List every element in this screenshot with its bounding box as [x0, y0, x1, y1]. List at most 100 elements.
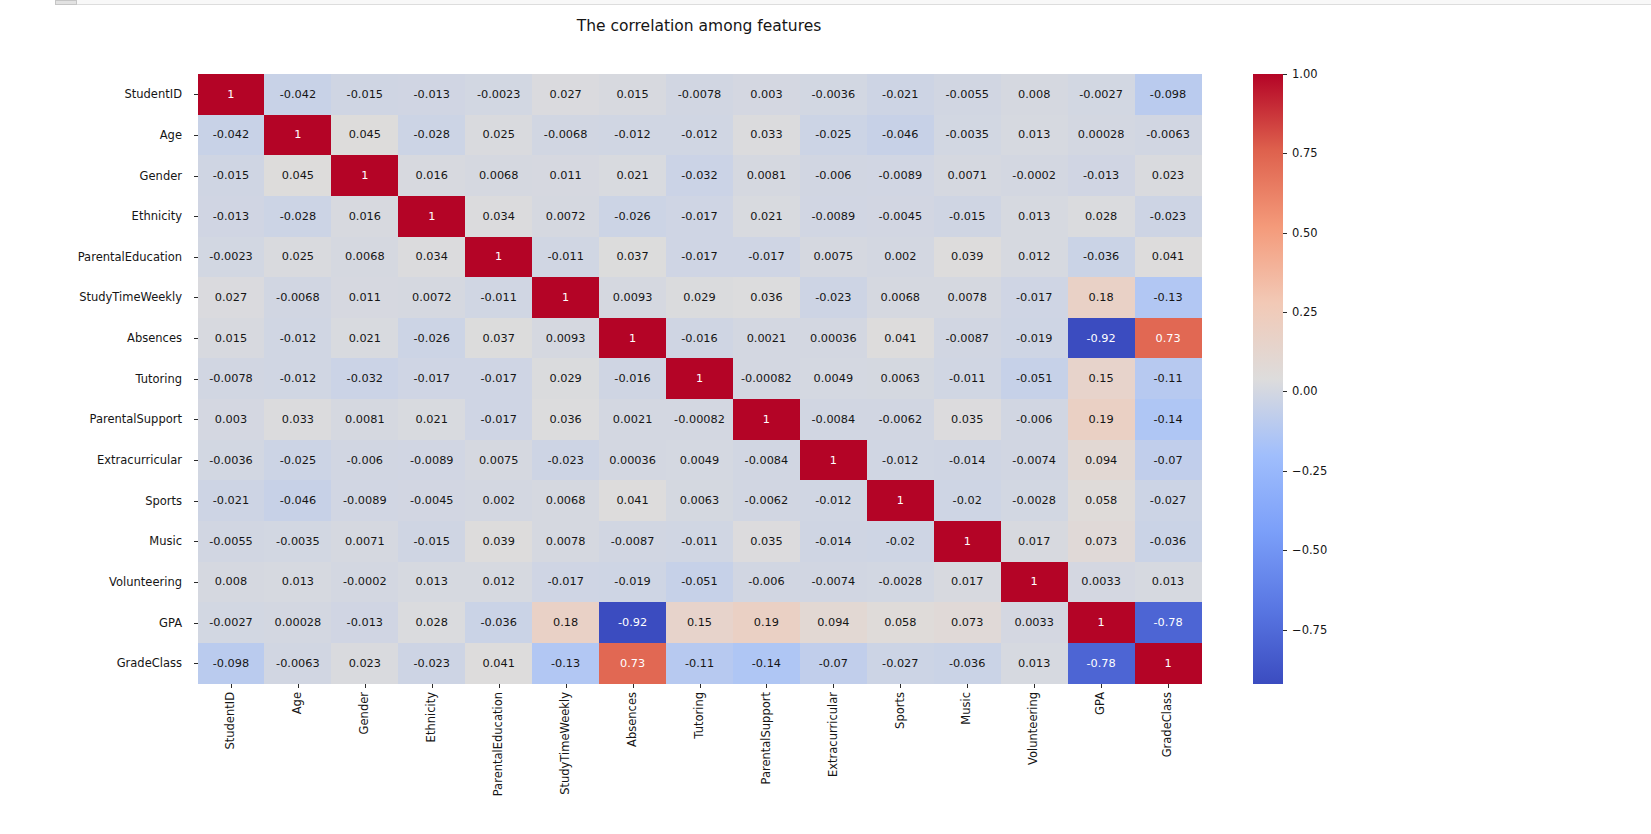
y-tick-mark	[194, 419, 198, 420]
y-tick-label-Music: Music	[0, 521, 190, 562]
x-tick-label-Music: Music	[934, 692, 1001, 834]
horizontal-scrollbar-track[interactable]	[55, 0, 1651, 5]
heatmap-cell-GPA-Age: 0.00028	[264, 602, 331, 643]
heatmap-cell-GradeClass-ParentalEducation: 0.041	[465, 643, 532, 684]
heatmap-cell-Sports-Age: -0.046	[264, 480, 331, 521]
heatmap-cell-ParentalEducation-Sports: 0.002	[867, 237, 934, 278]
heatmap-cell-Sports-GradeClass: -0.027	[1135, 480, 1202, 521]
heatmap-cell-Volunteering-Age: 0.013	[264, 562, 331, 603]
heatmap-cell-Gender-Music: 0.0071	[934, 155, 1001, 196]
x-tick-mark	[967, 684, 968, 688]
colorbar-tick-label: 0.00	[1292, 384, 1318, 398]
x-tick-mark	[231, 684, 232, 688]
heatmap-cell-Tutoring-ParentalEducation: -0.017	[465, 358, 532, 399]
colorbar-tick-mark	[1283, 550, 1287, 551]
heatmap-cell-Sports-Ethnicity: -0.0045	[398, 480, 465, 521]
heatmap-cell-Volunteering-Extracurricular: -0.0074	[800, 562, 867, 603]
heatmap-cell-Absences-StudyTimeWeekly: 0.0093	[532, 318, 599, 359]
y-tick-label-Absences: Absences	[0, 318, 190, 359]
heatmap-cell-StudentID-Absences: 0.015	[599, 74, 666, 115]
heatmap-cell-Extracurricular-Volunteering: -0.0074	[1001, 440, 1068, 481]
horizontal-scrollbar-thumb[interactable]	[55, 0, 77, 5]
heatmap-cell-GPA-Absences: -0.92	[599, 602, 666, 643]
heatmap-cell-Age-Absences: -0.012	[599, 115, 666, 156]
y-tick-label-StudyTimeWeekly: StudyTimeWeekly	[0, 277, 190, 318]
heatmap-cell-Absences-StudentID: 0.015	[198, 318, 265, 359]
heatmap-cell-Ethnicity-Extracurricular: -0.0089	[800, 196, 867, 237]
x-tick-label-ParentalSupport: ParentalSupport	[733, 692, 800, 834]
heatmap-cell-StudyTimeWeekly-Music: 0.0078	[934, 277, 1001, 318]
heatmap-cell-GradeClass-Volunteering: 0.013	[1001, 643, 1068, 684]
heatmap-cell-GradeClass-StudyTimeWeekly: -0.13	[532, 643, 599, 684]
heatmap-cell-Volunteering-Tutoring: -0.051	[666, 562, 733, 603]
heatmap-cell-StudyTimeWeekly-ParentalSupport: 0.036	[733, 277, 800, 318]
heatmap-cell-GradeClass-Ethnicity: -0.023	[398, 643, 465, 684]
figure-canvas: The correlation among features 1-0.042-0…	[0, 0, 1651, 834]
heatmap-cell-ParentalSupport-Music: 0.035	[934, 399, 1001, 440]
heatmap-cell-Sports-Tutoring: 0.0063	[666, 480, 733, 521]
heatmap-cell-Ethnicity-Gender: 0.016	[331, 196, 398, 237]
heatmap-cell-Tutoring-Music: -0.011	[934, 358, 1001, 399]
heatmap-cell-StudyTimeWeekly-Tutoring: 0.029	[666, 277, 733, 318]
heatmap-cell-Music-Music: 1	[934, 521, 1001, 562]
heatmap-cell-Gender-Volunteering: -0.0002	[1001, 155, 1068, 196]
heatmap-cell-Age-StudentID: -0.042	[198, 115, 265, 156]
heatmap-cell-Music-GPA: 0.073	[1068, 521, 1135, 562]
heatmap-cell-GPA-Ethnicity: 0.028	[398, 602, 465, 643]
heatmap-cell-Volunteering-Music: 0.017	[934, 562, 1001, 603]
heatmap-cell-Ethnicity-ParentalSupport: 0.021	[733, 196, 800, 237]
heatmap-cell-Music-Sports: -0.02	[867, 521, 934, 562]
y-tick-label-ParentalEducation: ParentalEducation	[0, 237, 190, 278]
heatmap-cell-Extracurricular-GradeClass: -0.07	[1135, 440, 1202, 481]
heatmap-cell-Tutoring-Absences: -0.016	[599, 358, 666, 399]
x-tick-label-Age: Age	[264, 692, 331, 834]
heatmap-cell-Ethnicity-Age: -0.028	[264, 196, 331, 237]
heatmap-cell-Extracurricular-ParentalEducation: 0.0075	[465, 440, 532, 481]
x-tick-mark	[1034, 684, 1035, 688]
colorbar	[1253, 74, 1283, 684]
heatmap-cell-ParentalEducation-Ethnicity: 0.034	[398, 237, 465, 278]
heatmap-cell-Ethnicity-Music: -0.015	[934, 196, 1001, 237]
heatmap-cell-Extracurricular-Extracurricular: 1	[800, 440, 867, 481]
y-tick-label-GradeClass: GradeClass	[0, 643, 190, 684]
x-tick-mark	[900, 684, 901, 688]
heatmap-cell-Age-Ethnicity: -0.028	[398, 115, 465, 156]
heatmap-cell-Tutoring-StudyTimeWeekly: 0.029	[532, 358, 599, 399]
colorbar-tick-label: 1.00	[1292, 67, 1318, 81]
heatmap-cell-Gender-StudentID: -0.015	[198, 155, 265, 196]
heatmap-cell-Ethnicity-Tutoring: -0.017	[666, 196, 733, 237]
heatmap-cell-Gender-GradeClass: 0.023	[1135, 155, 1202, 196]
y-tick-mark	[194, 257, 198, 258]
heatmap-cell-ParentalSupport-Extracurricular: -0.0084	[800, 399, 867, 440]
heatmap-cell-Age-Volunteering: 0.013	[1001, 115, 1068, 156]
heatmap-cell-StudyTimeWeekly-Gender: 0.011	[331, 277, 398, 318]
heatmap-cell-Ethnicity-GPA: 0.028	[1068, 196, 1135, 237]
heatmap-cell-Ethnicity-StudyTimeWeekly: 0.0072	[532, 196, 599, 237]
y-tick-mark	[194, 460, 198, 461]
heatmap-cell-ParentalSupport-ParentalEducation: -0.017	[465, 399, 532, 440]
heatmap-cell-ParentalSupport-Age: 0.033	[264, 399, 331, 440]
heatmap-cell-Music-Absences: -0.0087	[599, 521, 666, 562]
heatmap-cell-Tutoring-GradeClass: -0.11	[1135, 358, 1202, 399]
y-tick-mark	[194, 176, 198, 177]
heatmap-cell-Ethnicity-StudentID: -0.013	[198, 196, 265, 237]
heatmap-cell-Tutoring-Extracurricular: 0.0049	[800, 358, 867, 399]
heatmap-cell-Music-Extracurricular: -0.014	[800, 521, 867, 562]
heatmap-cell-Extracurricular-StudentID: -0.0036	[198, 440, 265, 481]
x-tick-mark	[700, 684, 701, 688]
heatmap-cell-GPA-ParentalEducation: -0.036	[465, 602, 532, 643]
heatmap-cell-Sports-ParentalSupport: -0.0062	[733, 480, 800, 521]
heatmap-cell-Age-Gender: 0.045	[331, 115, 398, 156]
x-tick-label-GradeClass: GradeClass	[1135, 692, 1202, 834]
x-tick-label-Ethnicity: Ethnicity	[398, 692, 465, 834]
heatmap-cell-GPA-StudentID: -0.0027	[198, 602, 265, 643]
x-tick-label-Tutoring: Tutoring	[666, 692, 733, 834]
colorbar-tick-label: −0.75	[1292, 623, 1327, 637]
heatmap-cell-Volunteering-Absences: -0.019	[599, 562, 666, 603]
heatmap-cell-Tutoring-Ethnicity: -0.017	[398, 358, 465, 399]
heatmap-cell-GradeClass-Absences: 0.73	[599, 643, 666, 684]
y-tick-label-Gender: Gender	[0, 155, 190, 196]
heatmap-cell-Tutoring-StudentID: -0.0078	[198, 358, 265, 399]
heatmap-cell-Absences-GradeClass: 0.73	[1135, 318, 1202, 359]
heatmap-cell-StudyTimeWeekly-GPA: 0.18	[1068, 277, 1135, 318]
